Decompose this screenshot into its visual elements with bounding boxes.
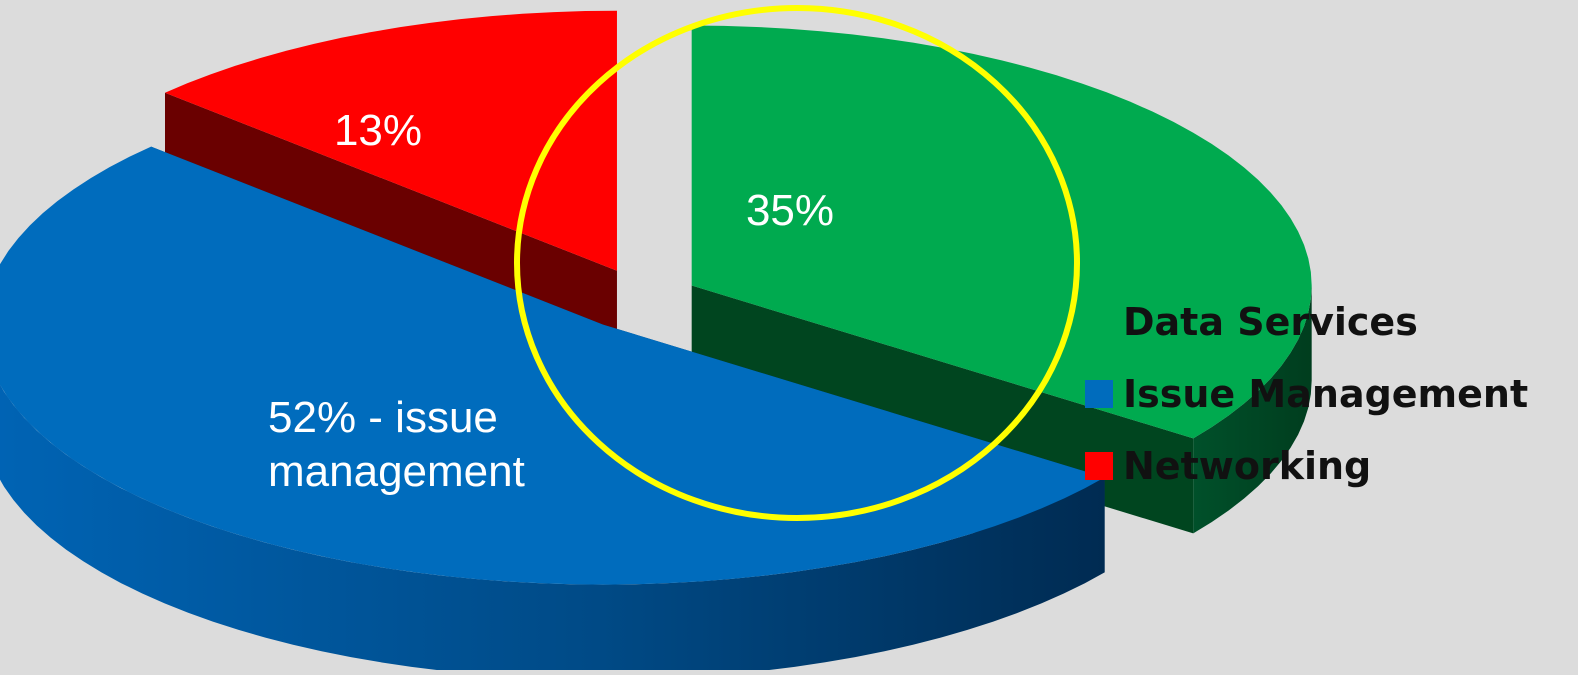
slice-top-networking: [165, 10, 617, 271]
legend-swatch-data-services: [1085, 308, 1113, 336]
legend-label-data-services: Data Services: [1123, 300, 1418, 344]
legend-swatch-networking: [1085, 452, 1113, 480]
slice-side-data-services: [1193, 285, 1312, 534]
data-label-networking: 13%: [334, 106, 422, 155]
highlight-circle: [514, 5, 1080, 521]
legend-item-data-services: Data Services: [1085, 300, 1418, 344]
slice-top-data-services: [691, 25, 1312, 439]
legend-item-issue-management: Issue Management: [1085, 372, 1528, 416]
legend-swatch-issue-management: [1085, 380, 1113, 408]
data-label-issue-management: 52% - issue management: [268, 393, 525, 496]
legend-item-networking: Networking: [1085, 444, 1371, 488]
slice-issue-management: [0, 146, 1105, 675]
data-label-data-services: 35%: [746, 186, 834, 235]
legend-label-issue-management: Issue Management: [1123, 372, 1528, 416]
slice-side-issue-management: [0, 384, 1105, 675]
slice-top-issue-management: [0, 146, 1105, 585]
legend-label-networking: Networking: [1123, 444, 1371, 488]
